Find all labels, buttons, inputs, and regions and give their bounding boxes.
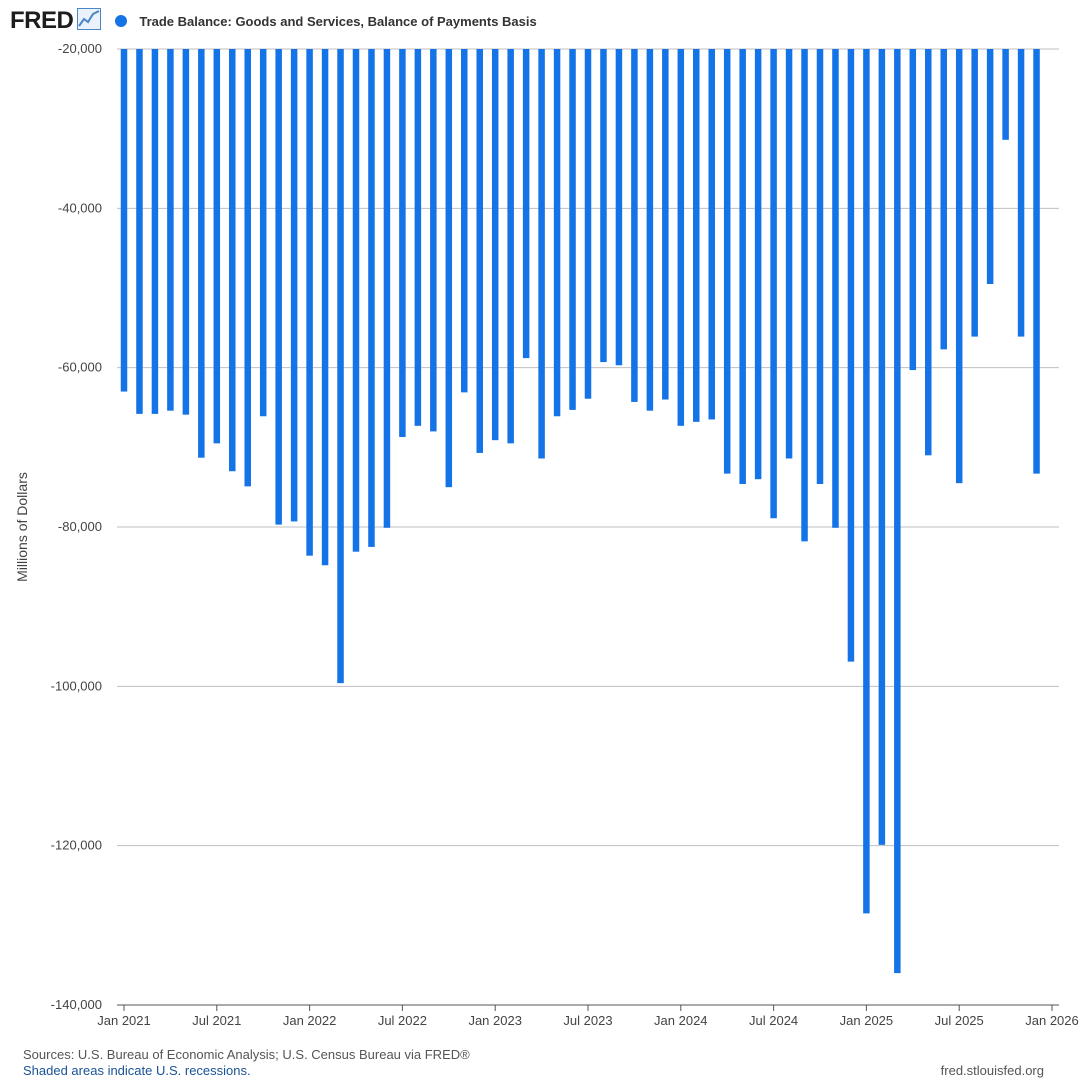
fred-logo-text: FRED xyxy=(10,7,74,34)
bar xyxy=(1017,49,1025,337)
legend-marker xyxy=(115,15,128,27)
x-tick-label: Jan 2022 xyxy=(283,1013,337,1028)
x-tick-label: Jul 2023 xyxy=(563,1013,612,1028)
bar xyxy=(940,49,947,350)
bar xyxy=(878,49,886,845)
bar xyxy=(538,49,545,459)
bar xyxy=(708,49,715,420)
bar xyxy=(1033,49,1040,474)
bar xyxy=(182,49,190,415)
bar xyxy=(414,49,422,426)
bar xyxy=(785,49,793,459)
bar xyxy=(801,49,808,542)
bar xyxy=(337,49,344,684)
bar xyxy=(430,49,437,432)
y-axis-title: Millions of Dollars xyxy=(14,472,30,582)
y-tick-label: -60,000 xyxy=(58,360,102,375)
chart-legend: Trade Balance: Goods and Services, Balan… xyxy=(115,13,537,29)
bar xyxy=(986,49,994,285)
x-tick-label: Jul 2022 xyxy=(378,1013,427,1028)
x-tick-label: Jul 2024 xyxy=(749,1013,798,1028)
bar xyxy=(677,49,685,426)
bar xyxy=(229,49,236,472)
site-url[interactable]: fred.stlouisfed.org xyxy=(940,1063,1044,1078)
bar xyxy=(507,49,514,444)
x-tick-label: Jan 2023 xyxy=(468,1013,522,1028)
bar xyxy=(600,49,607,363)
bar xyxy=(584,49,592,399)
bar xyxy=(569,49,576,410)
line-chart-icon xyxy=(77,7,102,35)
recession-note: Shaded areas indicate U.S. recessions. xyxy=(23,1063,251,1078)
y-tick-label: -80,000 xyxy=(58,519,102,534)
bar xyxy=(553,49,561,417)
bar xyxy=(631,49,638,402)
chart-footer: Sources: U.S. Bureau of Economic Analysi… xyxy=(23,1047,470,1079)
x-tick-label: Jan 2021 xyxy=(97,1013,151,1028)
bar xyxy=(971,49,978,337)
bar xyxy=(352,49,360,552)
bar xyxy=(646,49,654,411)
bar xyxy=(832,49,839,528)
bar xyxy=(136,49,143,414)
bar xyxy=(894,49,901,974)
bar xyxy=(213,49,221,444)
y-tick-label: -100,000 xyxy=(51,678,102,693)
bar xyxy=(909,49,917,371)
chart-header: FRED Trade Balance: Goods and Services, … xyxy=(10,6,537,36)
bar xyxy=(306,49,313,556)
fred-logo[interactable]: FRED xyxy=(10,7,102,35)
bar xyxy=(955,49,963,484)
y-tick-label: -20,000 xyxy=(58,41,102,56)
y-tick-label: -40,000 xyxy=(58,200,102,215)
x-tick-label: Jan 2026 xyxy=(1025,1013,1079,1028)
bar xyxy=(1002,49,1009,140)
bar xyxy=(120,49,128,392)
bar xyxy=(754,49,762,480)
bar xyxy=(445,49,453,488)
bar xyxy=(847,49,855,662)
bar xyxy=(863,49,870,914)
x-tick-label: Jan 2024 xyxy=(654,1013,708,1028)
y-tick-label: -120,000 xyxy=(51,838,102,853)
bar xyxy=(662,49,669,400)
bar xyxy=(770,49,777,519)
bar xyxy=(615,49,623,366)
bar xyxy=(723,49,731,474)
x-tick-label: Jul 2025 xyxy=(935,1013,984,1028)
bar xyxy=(290,49,298,522)
bar xyxy=(368,49,375,547)
y-tick-label: -140,000 xyxy=(51,997,102,1012)
bar xyxy=(321,49,329,566)
bar xyxy=(476,49,483,453)
bar xyxy=(693,49,700,422)
bar xyxy=(925,49,932,456)
bar xyxy=(244,49,251,487)
sources-text: Sources: U.S. Bureau of Economic Analysi… xyxy=(23,1047,470,1062)
bar xyxy=(816,49,824,484)
bar xyxy=(739,49,746,484)
bar xyxy=(383,49,391,528)
bar xyxy=(461,49,468,393)
bar xyxy=(399,49,406,437)
x-tick-label: Jan 2025 xyxy=(840,1013,894,1028)
bar xyxy=(491,49,499,441)
bar xyxy=(259,49,267,417)
bar xyxy=(167,49,174,411)
bar xyxy=(522,49,530,359)
legend-label: Trade Balance: Goods and Services, Balan… xyxy=(139,13,537,29)
bar xyxy=(151,49,159,414)
bar xyxy=(275,49,282,525)
x-tick-label: Jul 2021 xyxy=(192,1013,241,1028)
bar xyxy=(198,49,205,458)
